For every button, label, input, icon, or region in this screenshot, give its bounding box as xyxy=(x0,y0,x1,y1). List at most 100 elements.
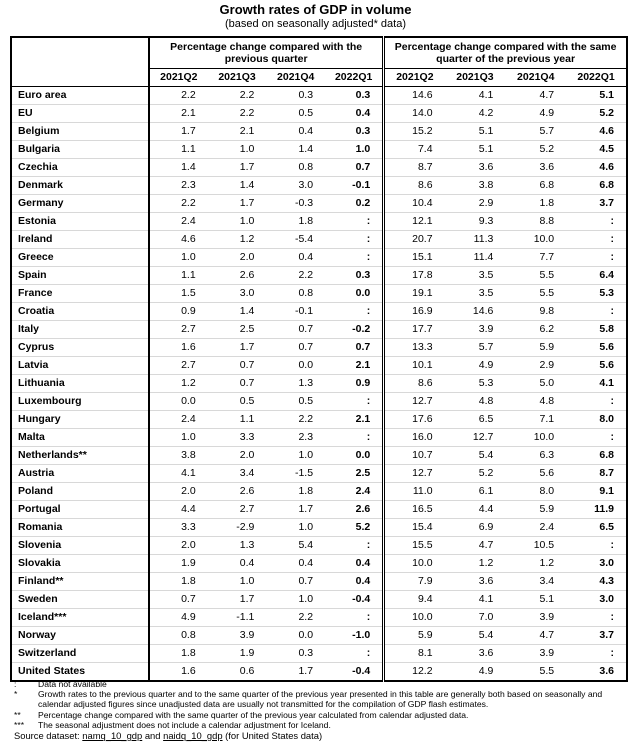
cell-value: 1.1 xyxy=(149,140,208,159)
cell-value: 15.5 xyxy=(382,536,445,555)
country: United States xyxy=(10,662,150,682)
cell-value: 2.1 xyxy=(325,356,384,375)
cell-value: 4.7 xyxy=(505,626,567,645)
table-row: Lithuania 1.2 0.7 1.3 0.9 8.6 5.3 5.0 4.1 xyxy=(10,374,628,393)
cell-value: 2.6 xyxy=(207,266,267,285)
cell-value: 3.3 xyxy=(207,428,267,447)
cell-value: 0.7 xyxy=(325,338,384,357)
table-row: Ireland 4.6 1.2 -5.4:20.7 11.3 10.0: xyxy=(10,230,628,249)
country: Luxembourg xyxy=(10,392,150,411)
table-row: Slovenia 2.0 1.3 5.4:15.5 4.7 10.5: xyxy=(10,536,628,555)
cell-value: 7.9 xyxy=(382,572,445,591)
table-row: Hungary 2.4 1.1 2.2 2.1 17.6 6.5 7.1 8.0 xyxy=(10,410,628,429)
cell-value: 1.0 xyxy=(266,446,326,465)
table-row: Greece 1.0 2.0 0.4:15.1 11.4 7.7: xyxy=(10,248,628,267)
cell-value: 5.1 xyxy=(505,590,567,609)
cell-value: 0.3 xyxy=(325,122,384,141)
cell-value: 1.2 xyxy=(149,374,208,393)
cell-value: : xyxy=(566,428,628,447)
table-row: Italy 2.7 2.5 0.7 -0.2 17.7 3.9 6.2 5.8 xyxy=(10,320,628,339)
cell-value: : xyxy=(325,644,384,663)
cell-value: 5.2 xyxy=(325,518,384,537)
cell-value: 8.7 xyxy=(566,464,628,483)
country: Euro area xyxy=(10,86,150,105)
cell-value: 16.5 xyxy=(382,500,445,519)
country: Netherlands** xyxy=(10,446,150,465)
country: Sweden xyxy=(10,590,150,609)
cell-value: 2.2 xyxy=(266,410,326,429)
cell-value: 4.7 xyxy=(444,536,506,555)
cell-value: 3.9 xyxy=(505,644,567,663)
source-link[interactable]: naidq_10_gdp xyxy=(163,730,223,742)
table-row: Bulgaria 1.1 1.0 1.4 1.0 7.4 5.1 5.2 4.5 xyxy=(10,140,628,159)
cell-value: -5.4 xyxy=(266,230,326,249)
cell-value: 3.5 xyxy=(444,266,506,285)
cell-value: 3.0 xyxy=(566,590,628,609)
cell-value: : xyxy=(325,608,384,627)
cell-value: 15.2 xyxy=(382,122,445,141)
cell-value: 0.5 xyxy=(207,392,267,411)
source-link[interactable]: namq_10_gdp xyxy=(82,730,143,742)
cell-value: 2.1 xyxy=(325,410,384,429)
table-row: Austria 4.1 3.4 -1.5 2.5 12.7 5.2 5.6 8.7 xyxy=(10,464,628,483)
table-row: Switzerland 1.8 1.9 0.3:8.1 3.6 3.9: xyxy=(10,644,628,663)
country: Denmark xyxy=(10,176,150,195)
cell-value: 1.5 xyxy=(149,284,208,303)
cell-value: : xyxy=(325,428,384,447)
group-header: Percentage change compared with the prev… xyxy=(149,36,384,69)
cell-value: 0.4 xyxy=(266,554,326,573)
source: Source dataset: namq_10_gdp and naidq_10… xyxy=(14,730,626,742)
cell-value: 2.0 xyxy=(149,482,208,501)
cell-value: 2.4 xyxy=(149,410,208,429)
cell-value: 6.8 xyxy=(566,446,628,465)
cell-value: 6.5 xyxy=(566,518,628,537)
cell-value: 5.1 xyxy=(444,122,506,141)
table-row: Netherlands** 3.8 2.0 1.0 0.0 10.7 5.4 6.3 6.8 xyxy=(10,446,628,465)
country: Belgium xyxy=(10,122,150,141)
cell-value: 4.4 xyxy=(149,500,208,519)
cell-value: 10.0 xyxy=(382,554,445,573)
note-marker: *** xyxy=(14,719,25,730)
cell-value: 2.7 xyxy=(207,500,267,519)
country: Hungary xyxy=(10,410,150,429)
cell-value: 4.3 xyxy=(566,572,628,591)
cell-value: 1.0 xyxy=(207,212,267,231)
cell-value: 3.3 xyxy=(149,518,208,537)
cell-value: 0.4 xyxy=(266,248,326,267)
cell-value: : xyxy=(325,212,384,231)
cell-value: -0.3 xyxy=(266,194,326,213)
cell-value: 2.5 xyxy=(207,320,267,339)
cell-value: 11.3 xyxy=(444,230,506,249)
cell-value: 12.1 xyxy=(382,212,445,231)
cell-value: 4.1 xyxy=(149,464,208,483)
cell-value: 5.9 xyxy=(382,626,445,645)
cell-value: 1.0 xyxy=(207,572,267,591)
note-text: Percentage change compared with the same… xyxy=(38,709,469,720)
cell-value: 8.0 xyxy=(566,410,628,429)
cell-value: 10.0 xyxy=(505,230,567,249)
cell-value: -2.9 xyxy=(207,518,267,537)
country: Latvia xyxy=(10,356,150,375)
cell-value: : xyxy=(566,392,628,411)
cell-value: 14.0 xyxy=(382,104,445,123)
cell-value: -0.1 xyxy=(325,176,384,195)
cell-value: 0.3 xyxy=(266,86,326,105)
cell-value: 4.9 xyxy=(444,662,506,682)
table-row: France 1.5 3.0 0.8 0.0 19.1 3.5 5.5 5.3 xyxy=(10,284,628,303)
cell-value: : xyxy=(566,608,628,627)
table-row: Romania 3.3 -2.9 1.0 5.2 15.4 6.9 2.4 6.5 xyxy=(10,518,628,537)
country: Cyprus xyxy=(10,338,150,357)
country: Romania xyxy=(10,518,150,537)
column-header: 2021Q3 xyxy=(207,68,267,87)
subtitle: (based on seasonally adjusted* data) xyxy=(224,18,406,30)
note: ** Percentage change compared with the sa… xyxy=(14,710,626,720)
country: Estonia xyxy=(10,212,150,231)
cell-value: : xyxy=(325,536,384,555)
cell-value: : xyxy=(325,302,384,321)
cell-value: 3.9 xyxy=(207,626,267,645)
cell-value: 6.1 xyxy=(444,482,506,501)
cell-value: 4.1 xyxy=(444,590,506,609)
cell-value: 6.9 xyxy=(444,518,506,537)
cell-value: 1.0 xyxy=(325,140,384,159)
cell-value: 0.4 xyxy=(325,104,384,123)
